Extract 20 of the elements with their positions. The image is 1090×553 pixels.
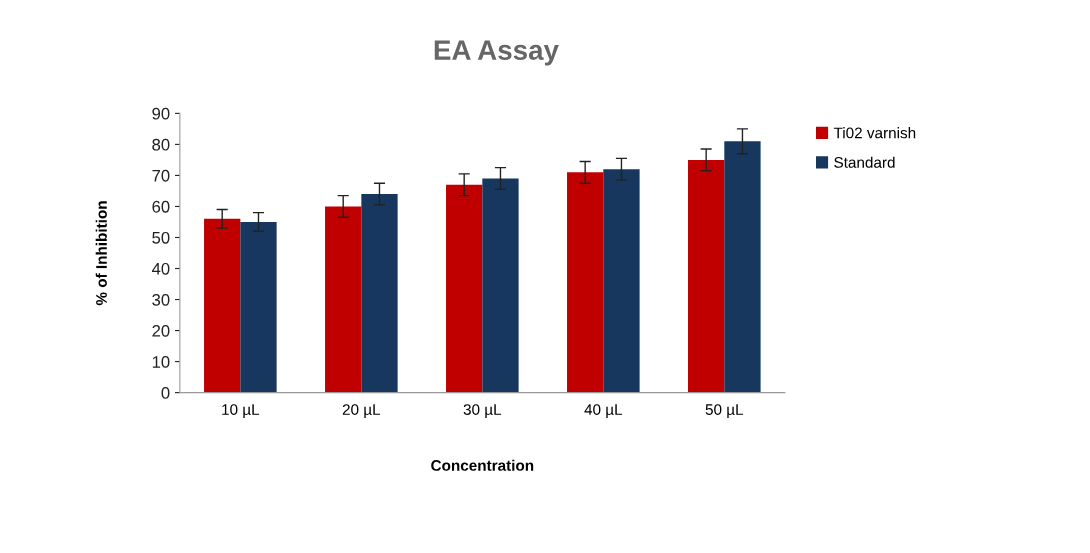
x-tick-label: 20 µL bbox=[342, 404, 381, 418]
y-tick-label: 20 bbox=[152, 324, 170, 337]
y-tick-label: 30 bbox=[152, 293, 170, 306]
x-tick-label: 40 µL bbox=[584, 404, 623, 418]
legend-label: Standard bbox=[834, 156, 895, 168]
y-tick-label: 0 bbox=[161, 387, 170, 399]
y-tick-label: 60 bbox=[152, 200, 170, 213]
chart-title: EA Assay bbox=[434, 40, 559, 66]
x-tick-label: 50 µL bbox=[705, 404, 744, 418]
y-tick-label: 40 bbox=[151, 262, 170, 275]
x-tick-label: 30 µL bbox=[463, 404, 502, 418]
legend-label: Ti02 varnish bbox=[833, 127, 916, 139]
y-tick-label: 50 bbox=[152, 231, 170, 244]
y-axis-title: % of Inhibition bbox=[95, 201, 107, 306]
y-tick-label: 70 bbox=[152, 169, 170, 182]
y-tick-label: 90 bbox=[152, 107, 170, 120]
x-tick-label: 10 µL bbox=[222, 404, 260, 418]
y-tick-label: 10 bbox=[152, 356, 170, 368]
x-axis-title: Concentration bbox=[431, 459, 534, 471]
y-tick-label: 80 bbox=[152, 138, 170, 151]
